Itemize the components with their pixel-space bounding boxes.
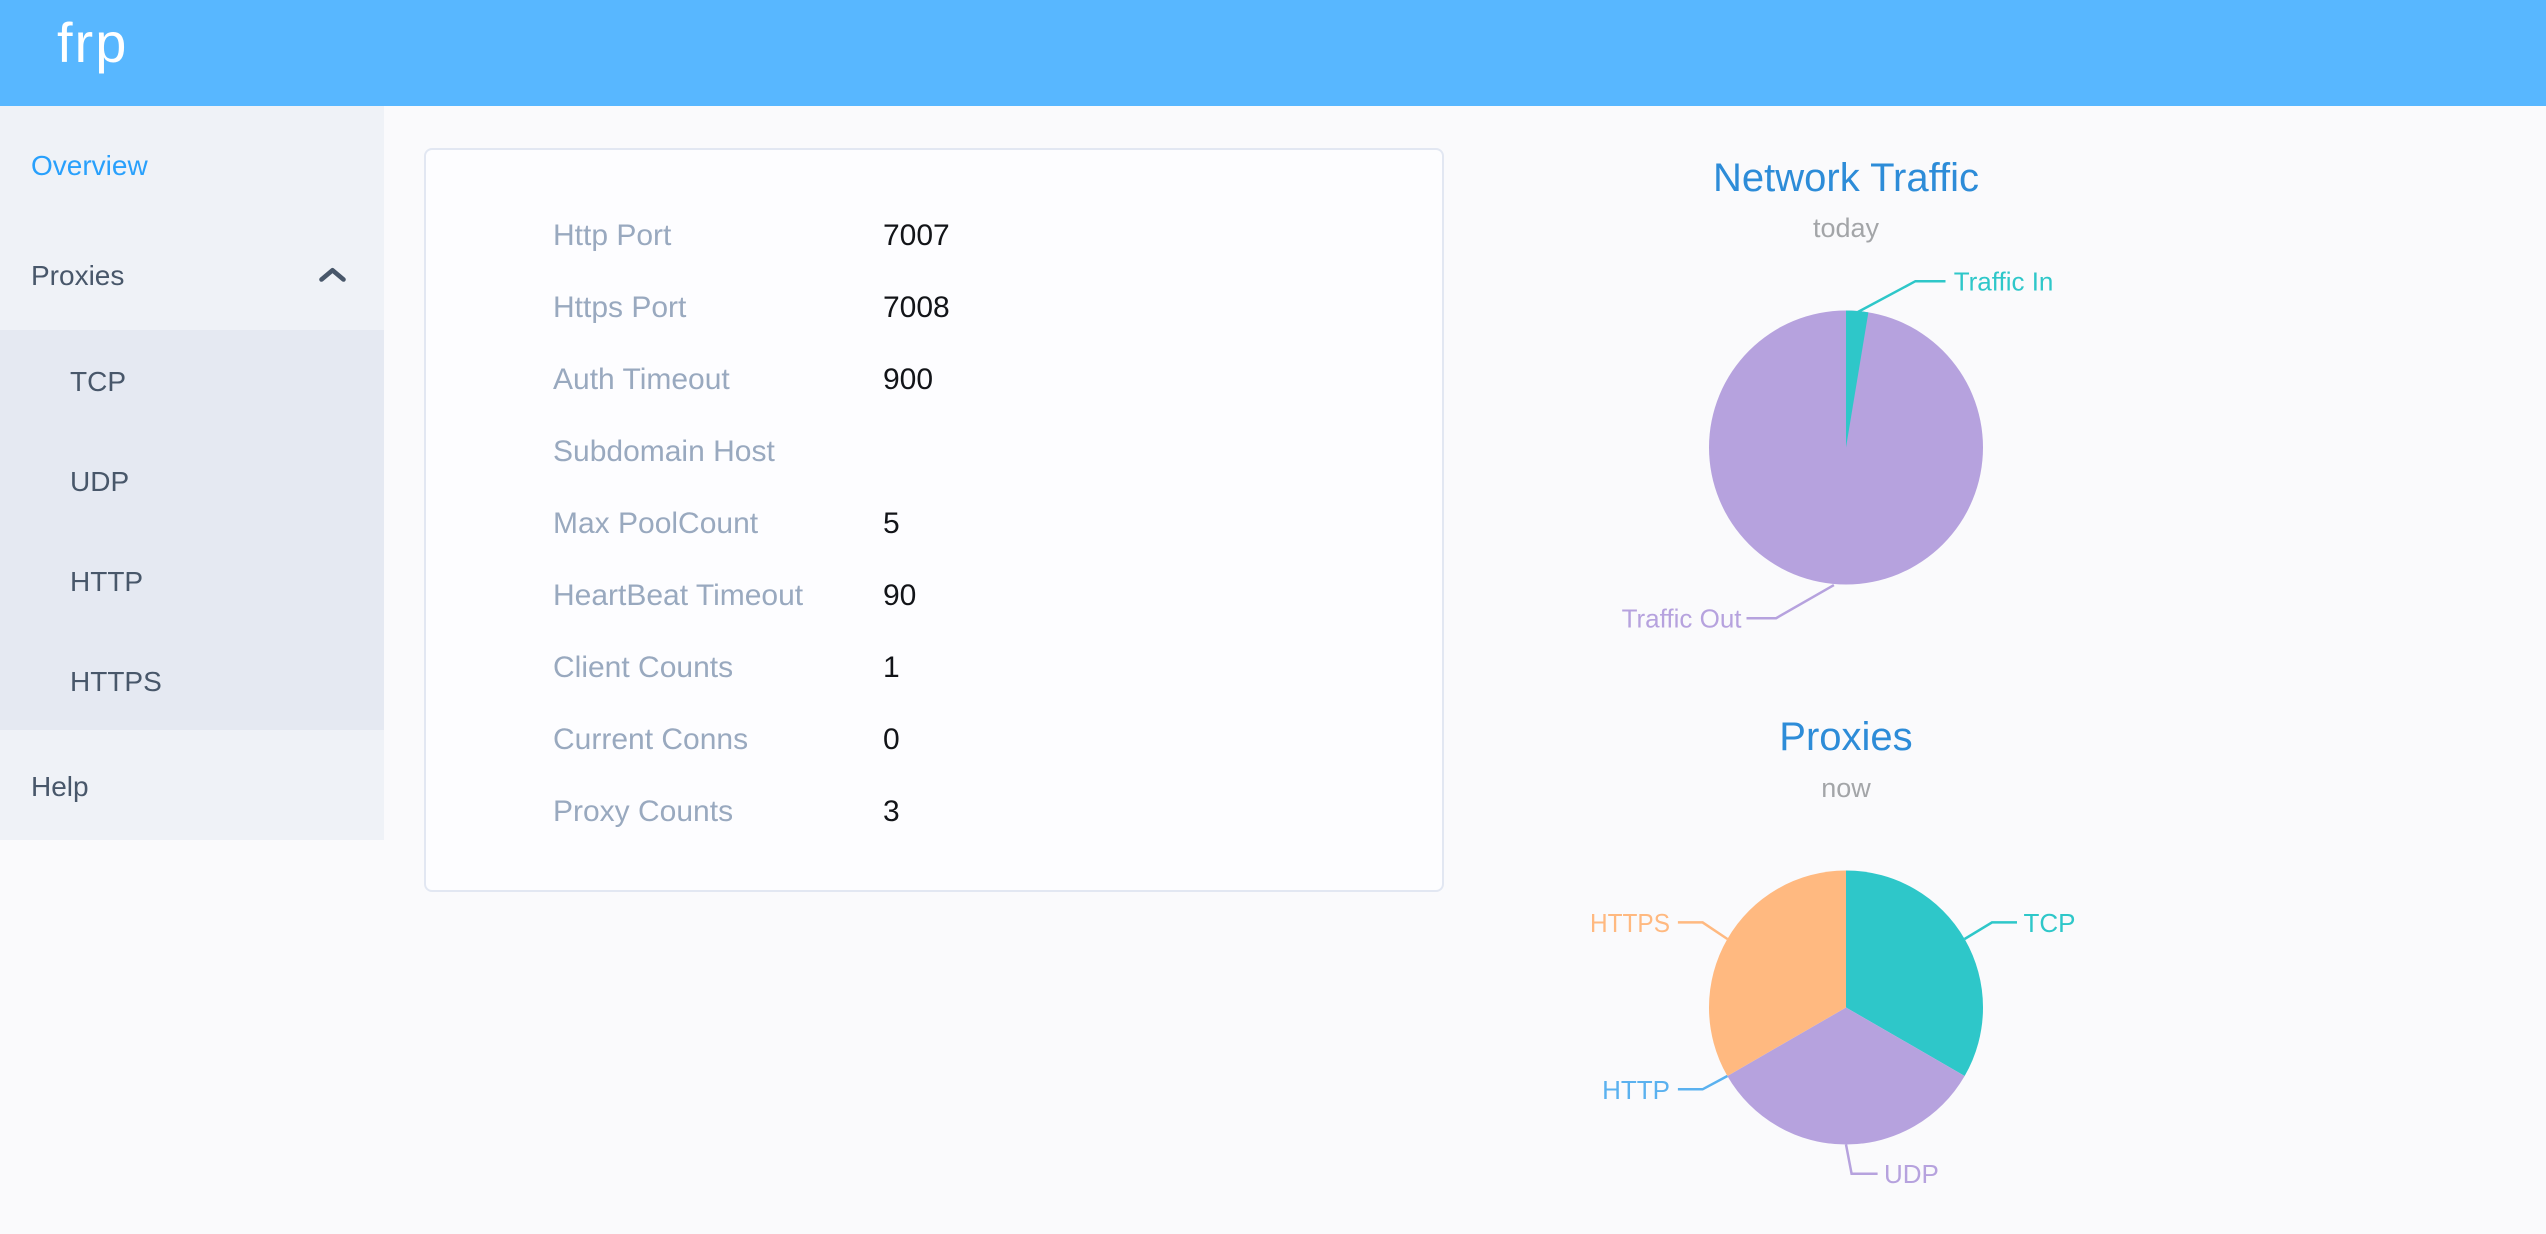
svg-text:Traffic In: Traffic In bbox=[1954, 267, 2054, 297]
svg-text:HTTPS: HTTPS bbox=[1590, 908, 1670, 938]
svg-text:today: today bbox=[1813, 213, 1880, 243]
svg-text:TCP: TCP bbox=[2024, 908, 2076, 938]
svg-text:Network Traffic: Network Traffic bbox=[1713, 156, 1979, 200]
svg-text:UDP: UDP bbox=[1884, 1159, 1939, 1189]
svg-text:Traffic Out: Traffic Out bbox=[1622, 604, 1743, 634]
svg-text:now: now bbox=[1821, 773, 1871, 803]
svg-text:HTTP: HTTP bbox=[1602, 1075, 1670, 1105]
svg-text:Proxies: Proxies bbox=[1779, 715, 1912, 759]
